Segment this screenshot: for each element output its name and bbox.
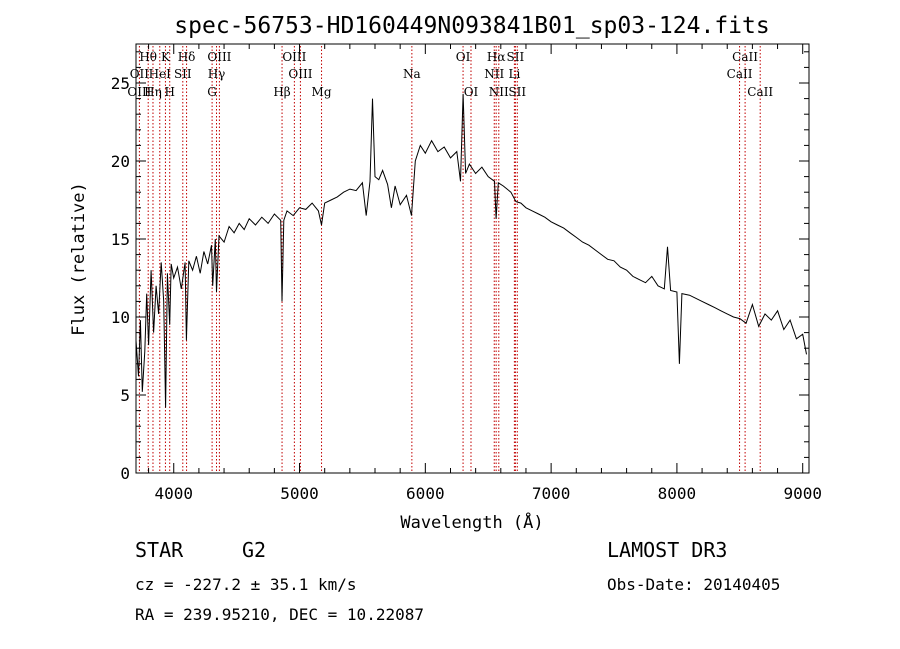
x-tick-label: 6000 [406, 484, 445, 503]
obs-date: Obs-Date: 20140405 [607, 575, 780, 594]
x-tick-label: 5000 [280, 484, 319, 503]
spectral-line-label: SII [508, 85, 526, 99]
line-markers [138, 46, 761, 473]
x-axis-label: Wavelength (Å) [400, 511, 543, 533]
x-tick-label: 4000 [154, 484, 193, 503]
plot-frame [135, 43, 810, 474]
chart-title: spec-56753-HD160449N093841B01_sp03-124.f… [174, 13, 769, 39]
y-tick-label: 0 [120, 464, 130, 483]
spectral-line-label: Hβ [273, 85, 290, 99]
y-tick-label: 25 [111, 74, 130, 93]
spectral-line-label: Hθ [139, 50, 157, 64]
coordinates: RA = 239.95210, DEC = 10.22087 [135, 605, 424, 624]
spectral-line-label: OIII [207, 50, 231, 64]
spectrum-line [135, 93, 807, 408]
y-tick-label: 10 [111, 308, 130, 327]
spectral-line-label: OII [130, 67, 150, 81]
redshift-info: cz = -227.2 ± 35.1 km/s [135, 575, 357, 594]
x-tick-label: 7000 [532, 484, 571, 503]
object-class: STAR [135, 538, 184, 562]
spectral-line-label: Na [403, 67, 421, 81]
spectral-line-label: NII [489, 85, 509, 99]
spectral-line-label: HeI [149, 67, 172, 81]
spectral-line-label: H [164, 85, 174, 99]
y-axis-label: Flux (relative) [69, 182, 89, 336]
x-tick-label: 9000 [783, 484, 822, 503]
x-ticks: 4000 5000 6000 7000 8000 9000 [148, 44, 822, 503]
x-tick-label: 8000 [658, 484, 697, 503]
subclass: G2 [242, 538, 266, 562]
spectral-line-label: NII [484, 67, 504, 81]
spectral-line-label: OI [456, 50, 471, 64]
spectral-line-label: CaII [732, 50, 758, 64]
spectral-line-label: OIII [282, 50, 306, 64]
y-tick-label: 20 [111, 152, 130, 171]
spectral-line-label: Li [508, 67, 520, 81]
spectral-line-label: CaII [727, 67, 753, 81]
y-tick-label: 5 [120, 386, 130, 405]
spectral-line-label: Hα [487, 50, 506, 64]
spectrum-series [135, 93, 807, 408]
spectral-line-label: CaII [747, 85, 773, 99]
spectral-line-label: OIII [127, 85, 151, 99]
spectral-line-label: Mg [312, 85, 332, 99]
axes [135, 43, 810, 474]
spectral-line-label: OIII [288, 67, 312, 81]
spectral-line-label: OI [464, 85, 479, 99]
spectral-line-label: Hη [144, 85, 162, 99]
spectral-line-label: Hγ [208, 67, 226, 81]
y-tick-label: 15 [111, 230, 130, 249]
spectral-line-label: K [161, 50, 171, 64]
spectral-line-label: SII [174, 67, 192, 81]
y-ticks: 0 5 10 15 20 25 [111, 51, 809, 483]
spectral-line-label: G [207, 85, 217, 99]
spectral-line-label: Hδ [178, 50, 196, 64]
survey-name: LAMOST DR3 [607, 538, 727, 562]
spectral-line-label: SII [507, 50, 525, 64]
